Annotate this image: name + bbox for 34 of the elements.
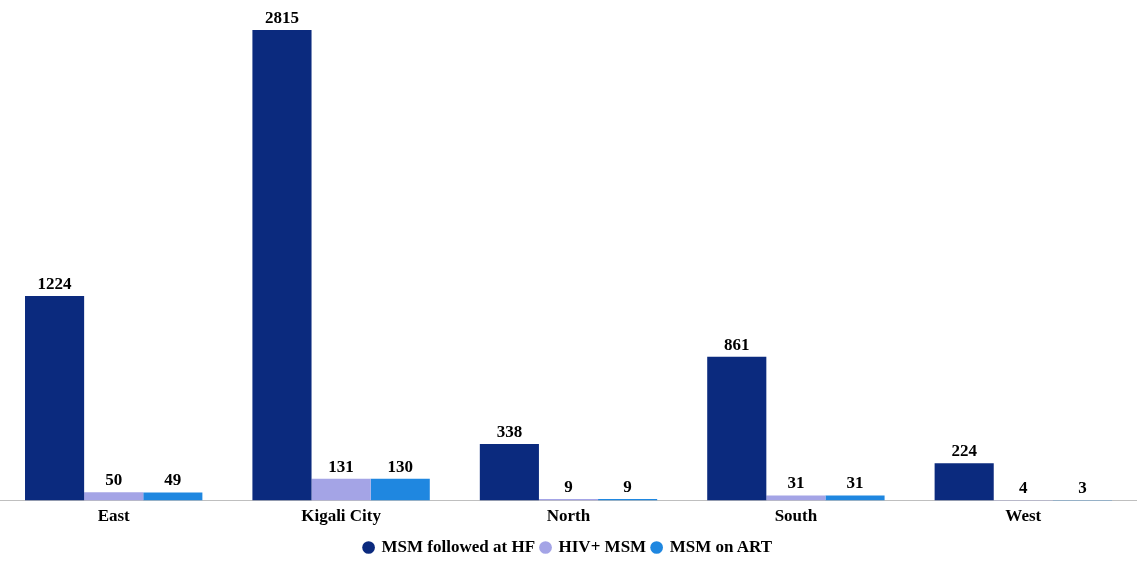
legend-label: MSM on ART: [669, 536, 773, 556]
bar: [707, 356, 767, 501]
data-label: 49: [164, 470, 182, 490]
bar: [25, 295, 85, 501]
data-label: 31: [846, 473, 864, 493]
data-label: 4: [1019, 477, 1029, 497]
data-label: 9: [564, 476, 573, 496]
x-tick-label: North: [546, 506, 591, 526]
data-label: 131: [328, 456, 354, 476]
bar: [252, 30, 312, 501]
bar: [766, 495, 826, 501]
data-label: 224: [951, 441, 978, 461]
data-label: 3: [1078, 477, 1087, 497]
bar: [479, 444, 539, 501]
x-tick-label: West: [1005, 506, 1042, 526]
data-label: 2815: [264, 7, 299, 27]
x-tick-label: East: [97, 506, 131, 526]
data-label: 861: [724, 334, 750, 354]
bar: [934, 463, 994, 501]
data-label: 9: [623, 476, 632, 496]
x-tick-label: Kigali City: [301, 506, 382, 526]
bar: [825, 495, 885, 501]
bar: [143, 492, 203, 501]
bar: [370, 478, 430, 501]
data-label: 338: [496, 421, 523, 441]
bar: [311, 478, 371, 501]
data-label: 31: [787, 473, 805, 493]
bar: [84, 492, 144, 501]
data-label: 130: [387, 456, 413, 476]
legend-label: MSM followed at HF: [381, 536, 536, 556]
data-label: 50: [105, 470, 123, 490]
x-tick-label: South: [774, 506, 818, 526]
legend-label: HIV+ MSM: [558, 536, 647, 556]
data-label: 1224: [37, 273, 73, 293]
